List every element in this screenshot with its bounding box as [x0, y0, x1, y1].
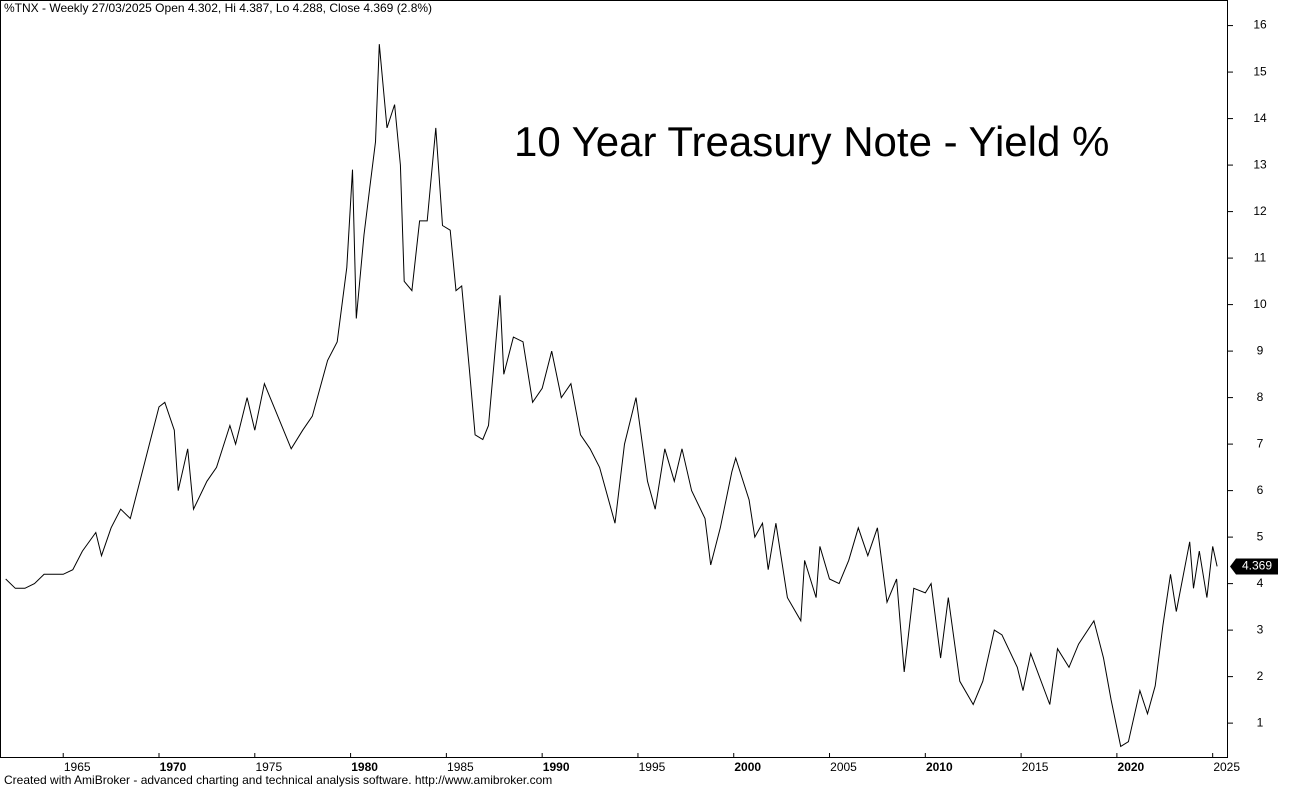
- y-tick-label: 9: [1257, 343, 1264, 357]
- y-tick-label: 16: [1253, 18, 1267, 32]
- x-tick-label: 2015: [1022, 760, 1049, 774]
- x-tick-label: 1985: [447, 760, 474, 774]
- x-tick-label: 1995: [639, 760, 666, 774]
- x-tick-label: 1990: [543, 760, 570, 774]
- y-tick-label: 2: [1257, 669, 1264, 683]
- chart-footer: Created with AmiBroker - advanced charti…: [4, 773, 552, 787]
- last-value-label: 4.369: [1242, 559, 1272, 573]
- x-tick-label: 2020: [1118, 760, 1145, 774]
- y-tick-label: 11: [1254, 250, 1267, 264]
- y-tick-label: 8: [1257, 390, 1264, 404]
- plot-frame: [0, 0, 1228, 758]
- y-tick-label: 6: [1257, 483, 1264, 497]
- series-line: [5, 44, 1218, 748]
- x-tick-label: 1975: [255, 760, 282, 774]
- y-tick-label: 4: [1257, 576, 1264, 590]
- y-tick-label: 10: [1253, 297, 1267, 311]
- y-tick-label: 3: [1257, 622, 1264, 636]
- y-tick-label: 7: [1257, 436, 1264, 450]
- chart-header: %TNX - Weekly 27/03/2025 Open 4.302, Hi …: [4, 1, 432, 15]
- y-tick-label: 12: [1253, 204, 1267, 218]
- x-tick-label: 2005: [830, 760, 857, 774]
- y-tick-label: 1: [1257, 715, 1264, 729]
- y-tick-label: 14: [1253, 111, 1267, 125]
- x-tick-label: 2025: [1213, 760, 1240, 774]
- x-tick-label: 2000: [734, 760, 761, 774]
- x-tick-label: 1965: [64, 760, 91, 774]
- x-tick-label: 1980: [351, 760, 378, 774]
- y-tick-label: 15: [1253, 64, 1267, 78]
- x-tick-label: 1970: [160, 760, 187, 774]
- y-tick-label: 13: [1253, 157, 1267, 171]
- last-value-box: [1230, 558, 1278, 575]
- x-tick-label: 2010: [926, 760, 953, 774]
- chart-title: 10 Year Treasury Note - Yield %: [514, 118, 1109, 165]
- y-tick-label: 5: [1257, 529, 1264, 543]
